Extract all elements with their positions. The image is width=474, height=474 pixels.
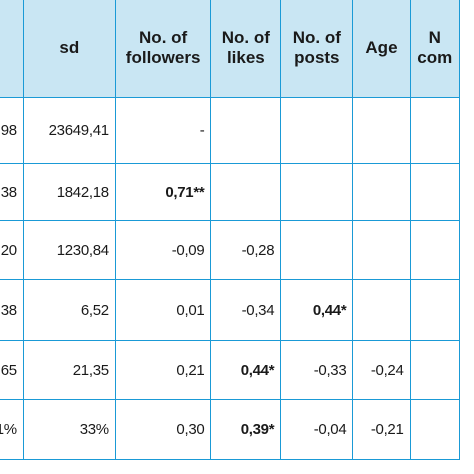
cell-posts: 0,44* [280,279,354,341]
cell-posts: -0,33 [280,340,354,400]
header-comments: N com [409,0,461,98]
cell-comments [409,220,461,280]
cell-posts [280,97,354,164]
cell-comments [409,97,461,164]
cell-posts [280,220,354,280]
cell-followers: 0,30 [114,399,212,460]
table-row: 20 1230,84 -0,09 -0,28 [0,220,461,280]
cell-followers: 0,21 [114,340,212,400]
cell-likes: 0,44* [210,340,282,400]
cell-mean: 38 [0,163,24,221]
cell-sd: 33% [22,399,116,460]
cell-likes: 0,39* [210,399,282,460]
cell-age: -0,24 [352,340,411,400]
cell-likes: -0,28 [210,220,282,280]
cell-comments [409,399,461,460]
cell-followers: 0,01 [114,279,212,341]
cell-age: -0,21 [352,399,411,460]
cell-sd: 6,52 [22,279,116,341]
correlation-table: sd No. of followers No. of likes No. of … [0,0,461,460]
cell-age [352,163,411,221]
cell-likes [210,163,282,221]
cell-sd: 21,35 [22,340,116,400]
cell-comments [409,340,461,400]
table-row: 1% 33% 0,30 0,39* -0,04 -0,21 [0,399,461,460]
cell-likes: -0,34 [210,279,282,341]
cell-comments [409,163,461,221]
cell-age [352,97,411,164]
cell-likes [210,97,282,164]
cell-followers: -0,09 [114,220,212,280]
cell-mean: 38 [0,279,24,341]
table-row: 38 1842,18 0,71** [0,163,461,221]
header-likes: No. of likes [210,0,282,98]
cell-sd: 1842,18 [22,163,116,221]
cell-posts [280,163,354,221]
cell-mean: 98 [0,97,24,164]
header-mean [0,0,24,98]
header-row: sd No. of followers No. of likes No. of … [0,0,461,98]
cell-comments [409,279,461,341]
header-posts: No. of posts [280,0,354,98]
cell-mean: 20 [0,220,24,280]
cell-sd: 23649,41 [22,97,116,164]
table-row: 65 21,35 0,21 0,44* -0,33 -0,24 [0,340,461,400]
cell-age [352,279,411,341]
header-age: Age [352,0,411,98]
cell-followers: - [114,97,212,164]
header-sd: sd [22,0,116,98]
cell-posts: -0,04 [280,399,354,460]
cell-sd: 1230,84 [22,220,116,280]
cell-followers: 0,71** [114,163,212,221]
cell-age [352,220,411,280]
table-row: 38 6,52 0,01 -0,34 0,44* [0,279,461,341]
table-row: 98 23649,41 - [0,97,461,164]
cell-mean: 65 [0,340,24,400]
header-followers: No. of followers [114,0,212,98]
cell-mean: 1% [0,399,24,460]
